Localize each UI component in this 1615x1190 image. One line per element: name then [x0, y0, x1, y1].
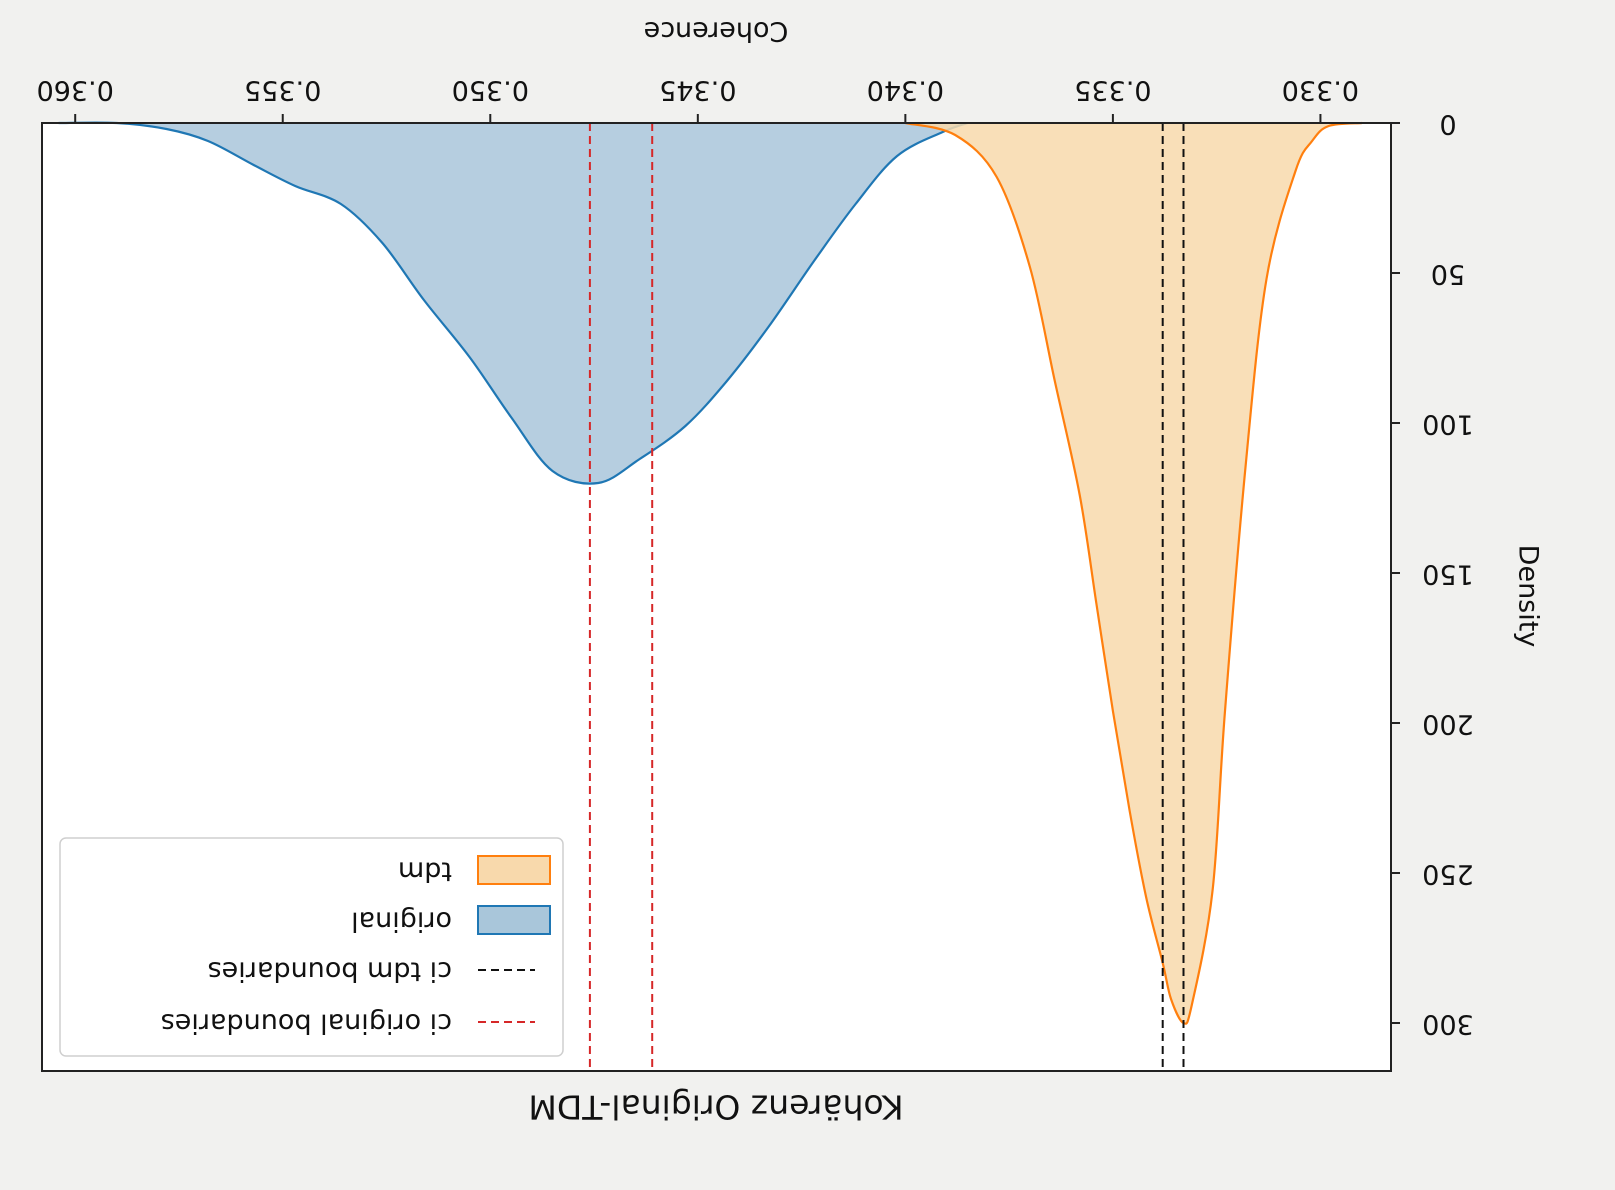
x-tick-label: 0.345	[659, 75, 736, 106]
y-tick-label: 150	[1422, 559, 1474, 590]
legend-item-tdm: tdm	[398, 855, 551, 887]
y-tick-label: 100	[1422, 409, 1474, 440]
x-tick-label: 0.330	[1282, 75, 1359, 106]
legend: ci original boundaries ci tdm boundaries o…	[59, 837, 564, 1057]
legend-item-original: original	[351, 905, 551, 937]
y-tick-label: 200	[1422, 709, 1474, 740]
chart-title: Kohärenz Original-TDM	[528, 1088, 903, 1127]
legend-patch-swatch	[477, 855, 551, 885]
series-tdm	[905, 121, 1362, 1025]
legend-label: ci original boundaries	[161, 1008, 452, 1039]
series-fill-original	[58, 122, 968, 484]
x-tick-label: 0.335	[1074, 75, 1151, 106]
legend-label: original	[351, 906, 452, 937]
x-tick-label: 0.350	[452, 75, 529, 106]
legend-label: tdm	[398, 856, 452, 887]
series-fill-tdm	[905, 123, 1362, 1024]
y-axis-label: Density	[1513, 545, 1544, 648]
series-line-tdm	[905, 121, 1362, 1025]
y-tick-label: 250	[1422, 859, 1474, 890]
ci-lines	[588, 123, 1185, 1071]
legend-item-ci-original-boundaries: ci original boundaries	[161, 1008, 535, 1039]
y-tick-label: 300	[1422, 1009, 1474, 1040]
legend-patch-swatch	[477, 905, 551, 935]
x-tick-label: 0.355	[244, 75, 321, 106]
legend-item-ci-tdm-boundaries: ci tdm boundaries	[208, 956, 535, 987]
legend-label: ci tdm boundaries	[208, 956, 452, 987]
density-areas	[58, 121, 1362, 1025]
legend-box	[59, 837, 564, 1057]
x-axis-ticks: 0.330 0.335 0.340 0.345 0.350 0.355 0.360	[37, 75, 1359, 123]
y-tick-label: 0	[1439, 109, 1456, 140]
series-line-original	[58, 121, 968, 485]
plot-frame	[41, 122, 1392, 1072]
x-tick-label: 0.340	[867, 75, 944, 106]
y-tick-label: 50	[1431, 259, 1465, 290]
series-original	[58, 121, 968, 485]
x-axis-label: Coherence	[644, 16, 789, 47]
y-axis-ticks: 0 50 100 150 200 250 300	[1391, 109, 1474, 1040]
x-tick-label: 0.360	[37, 75, 114, 106]
